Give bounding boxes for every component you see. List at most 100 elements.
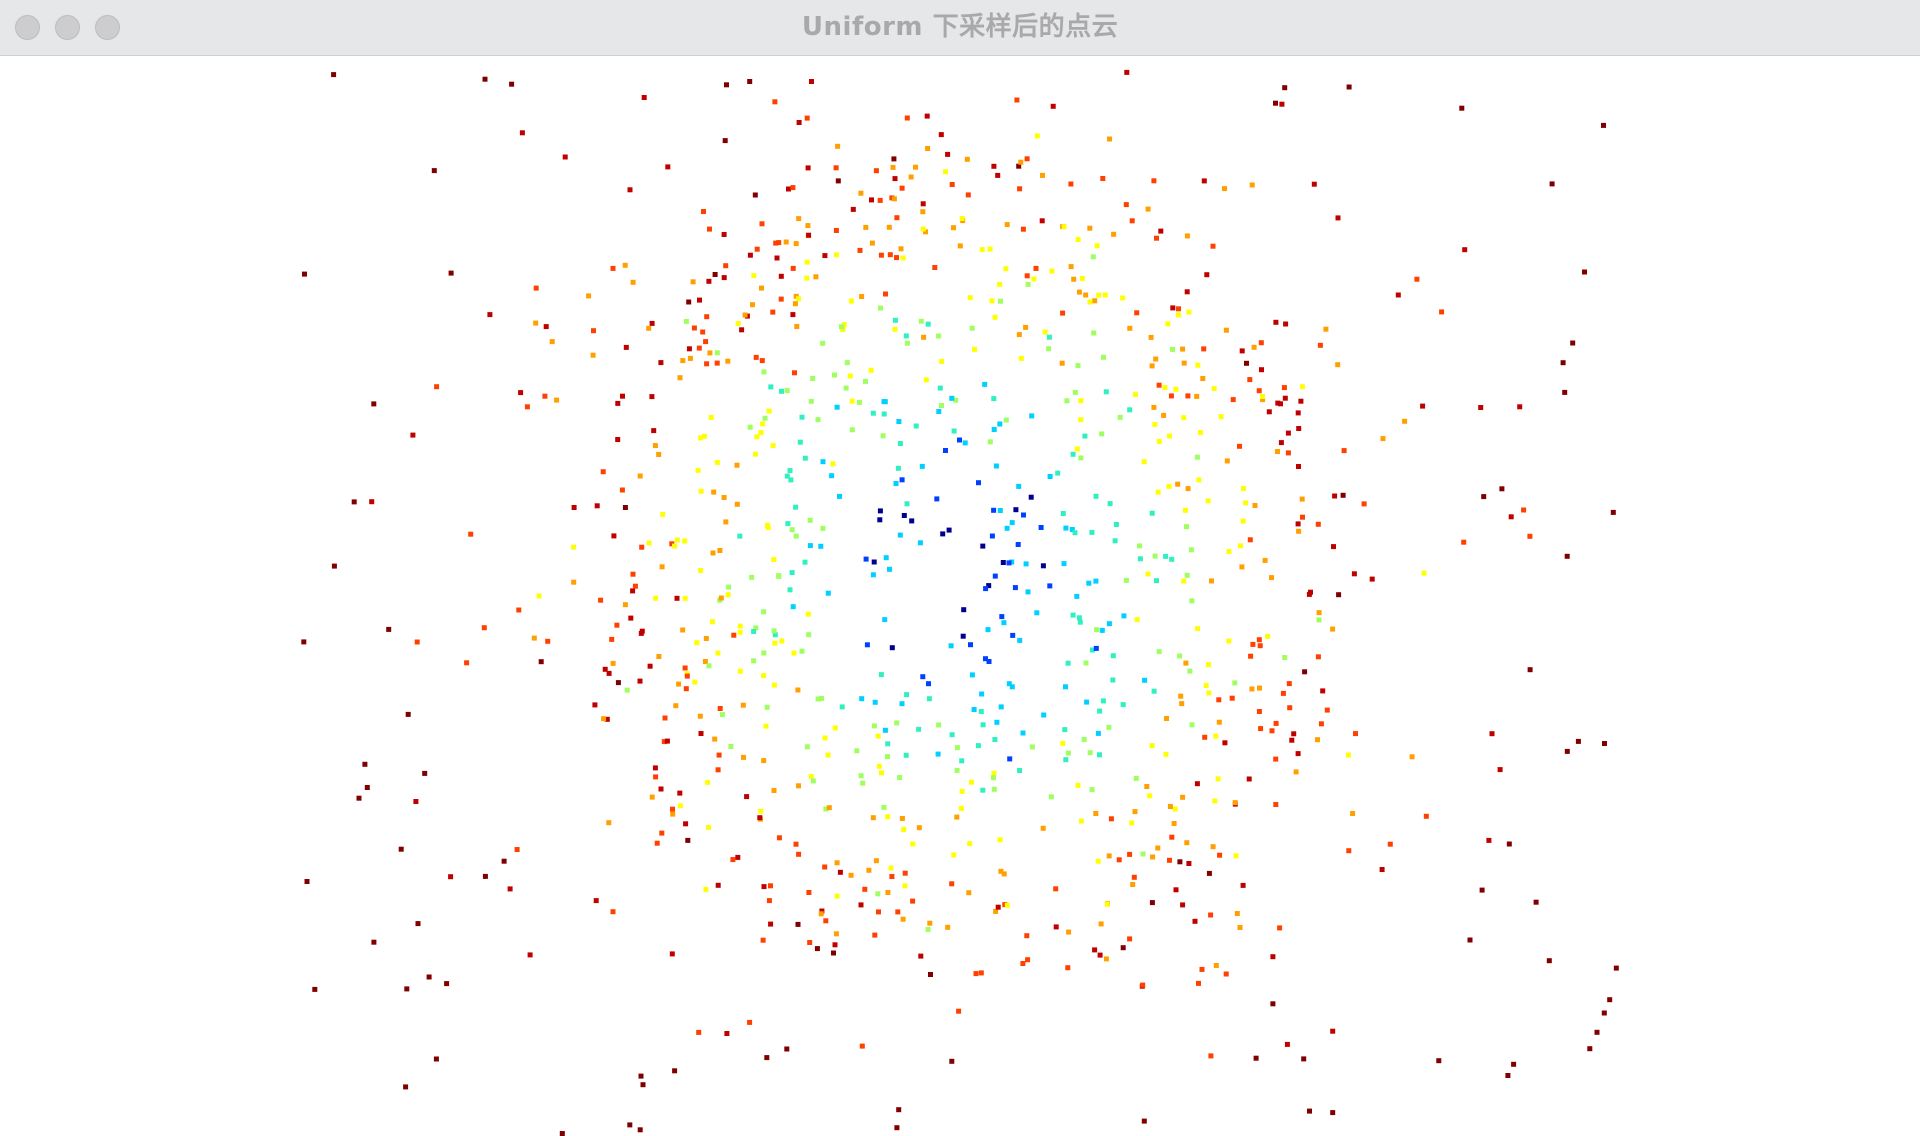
cloud-point — [1533, 899, 1539, 905]
cloud-point — [426, 974, 432, 980]
cloud-point — [656, 452, 662, 457]
cloud-point — [810, 376, 816, 381]
cloud-point — [1189, 722, 1195, 728]
cloud-point — [1071, 276, 1077, 282]
cloud-point — [1260, 394, 1265, 399]
cloud-point — [536, 593, 542, 599]
cloud-point — [1131, 874, 1137, 880]
cloud-point — [1089, 787, 1095, 793]
cloud-point — [1331, 544, 1336, 550]
cloud-point — [848, 298, 854, 304]
cloud-point — [1489, 731, 1495, 737]
cloud-point — [994, 719, 1000, 725]
cloud-point — [715, 650, 721, 656]
cloud-point — [1206, 690, 1212, 696]
cloud-point — [531, 635, 537, 641]
cloud-point — [1003, 417, 1009, 423]
cloud-point — [696, 345, 702, 351]
cloud-point — [881, 804, 887, 810]
cloud-point — [1262, 557, 1268, 563]
cloud-point — [1211, 386, 1217, 391]
cloud-point — [527, 952, 533, 958]
cloud-point — [1112, 538, 1118, 544]
cloud-point — [1587, 1046, 1593, 1052]
cloud-point — [1308, 589, 1313, 595]
cloud-point — [1280, 690, 1286, 696]
cloud-point — [1103, 956, 1109, 962]
point-cloud-canvas[interactable] — [0, 56, 1920, 1136]
cloud-point — [615, 680, 621, 686]
cloud-point — [740, 702, 746, 708]
cloud-point — [899, 701, 905, 707]
cloud-point — [717, 706, 723, 711]
title-bar[interactable]: Uniform 下采样后的点云 — [0, 0, 1920, 56]
cloud-point — [857, 399, 862, 405]
cloud-point — [1017, 768, 1023, 773]
cloud-point — [863, 224, 869, 230]
cloud-point — [697, 713, 703, 719]
minimize-button[interactable] — [55, 15, 80, 40]
cloud-point — [1024, 933, 1030, 939]
cloud-point — [1256, 637, 1262, 643]
cloud-point — [533, 285, 539, 291]
cloud-point — [805, 165, 811, 171]
cloud-point — [967, 295, 973, 301]
cloud-point — [979, 691, 985, 697]
cloud-point — [1031, 276, 1037, 282]
cloud-point — [1097, 708, 1103, 714]
cloud-point — [799, 648, 805, 654]
cloud-point — [704, 314, 710, 320]
cloud-point — [1091, 330, 1097, 336]
cloud-point — [1145, 571, 1151, 577]
cloud-point — [1205, 498, 1211, 504]
cloud-point — [983, 656, 988, 662]
cloud-point — [892, 317, 898, 323]
cloud-point — [917, 540, 923, 546]
cloud-point — [1277, 925, 1283, 931]
cloud-point — [1184, 233, 1190, 239]
cloud-point — [896, 419, 902, 424]
cloud-point — [997, 837, 1003, 843]
cloud-point — [1130, 882, 1136, 887]
cloud-point — [1173, 887, 1179, 893]
cloud-point — [1216, 719, 1222, 725]
cloud-point — [882, 727, 888, 733]
cloud-point — [1246, 776, 1252, 782]
cloud-point — [1089, 529, 1095, 535]
close-button[interactable] — [15, 15, 40, 40]
cloud-point — [703, 339, 709, 345]
cloud-point — [672, 1068, 678, 1074]
cloud-point — [716, 752, 722, 758]
zoom-button[interactable] — [95, 15, 120, 40]
cloud-point — [1078, 818, 1084, 824]
cloud-point — [1195, 362, 1201, 368]
cloud-point — [806, 632, 812, 638]
cloud-point — [1229, 695, 1235, 701]
cloud-point — [1144, 784, 1150, 789]
cloud-point — [1184, 840, 1190, 846]
cloud-point — [1184, 289, 1190, 295]
cloud-point — [702, 659, 708, 664]
cloud-point — [641, 95, 647, 100]
cloud-point — [1163, 751, 1169, 757]
cloud-point — [1257, 685, 1262, 691]
cloud-point — [686, 299, 692, 305]
cloud-point — [1249, 182, 1255, 188]
cloud-point — [1481, 494, 1487, 500]
cloud-point — [664, 738, 670, 744]
point-cloud-viewport[interactable] — [0, 56, 1920, 1136]
cloud-point — [715, 882, 721, 888]
cloud-point — [468, 531, 474, 537]
cloud-point — [795, 296, 801, 302]
cloud-point — [1340, 492, 1346, 498]
cloud-point — [1081, 737, 1087, 742]
cloud-point — [711, 489, 717, 495]
cloud-point — [971, 707, 977, 712]
cloud-point — [714, 459, 720, 465]
cloud-point — [601, 716, 607, 722]
cloud-point — [894, 215, 900, 221]
cloud-point — [885, 741, 891, 747]
cloud-point — [690, 279, 696, 285]
cloud-point — [403, 1084, 409, 1090]
cloud-point — [876, 909, 881, 915]
